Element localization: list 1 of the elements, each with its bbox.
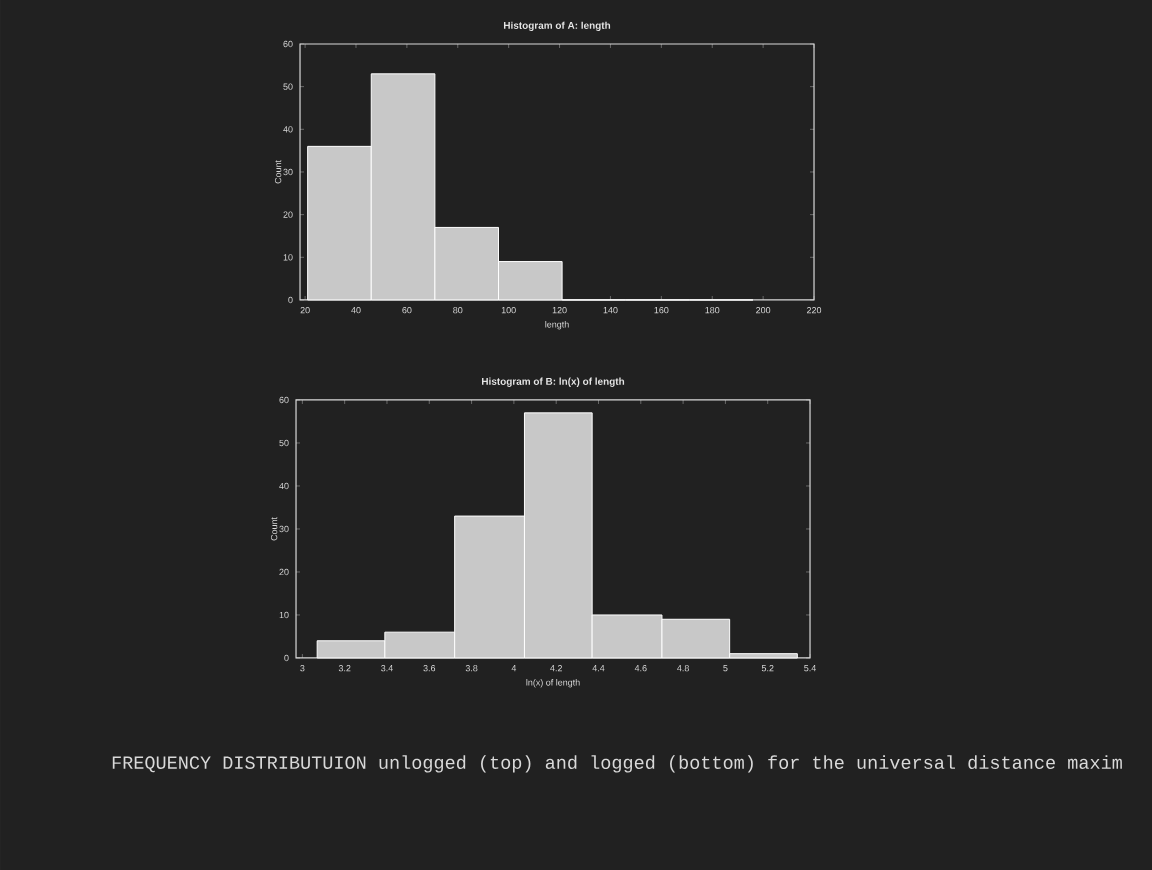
text: FREQUENCY DISTRIBUTUION unlogged (top) and logged (bottom) for the universal distance maxim	[112, 755, 1122, 773]
